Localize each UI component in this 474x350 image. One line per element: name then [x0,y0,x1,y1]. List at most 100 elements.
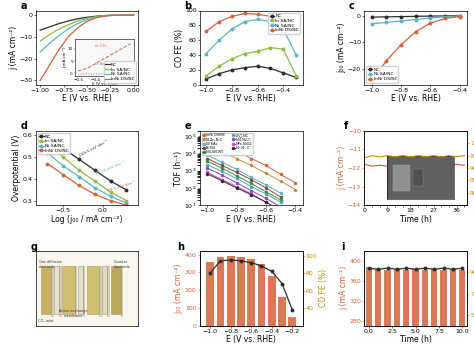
In SA/NC [76,168,82,172]
NC [203,77,209,81]
NC [268,66,273,71]
FancyBboxPatch shape [102,266,108,314]
NC [37,28,43,32]
Text: d: d [20,121,27,131]
Y-axis label: CO FE (%): CO FE (%) [319,269,328,307]
Bar [375,268,382,350]
Ni SA/NC [108,194,113,198]
Y-axis label: j₀₀ (mA cm⁻²): j₀₀ (mA cm⁻²) [174,263,183,314]
NC [65,19,71,23]
NC [442,14,448,18]
FancyBboxPatch shape [74,266,77,317]
Legend: NC, Ni SA/NC, InNi DS/NC: NC, Ni SA/NC, InNi DS/NC [366,66,399,83]
In SA/NC [124,199,129,203]
NPc-NiO2 [204,170,210,174]
Bar [384,270,391,350]
InNi DS/NC [292,181,298,185]
Ni SA/NC [242,20,247,24]
FancyBboxPatch shape [62,266,74,314]
Line: Ni SA/NC: Ni SA/NC [40,15,134,52]
X-axis label: E (V vs. RHE): E (V vs. RHE) [226,335,276,344]
Fe-N4 [248,177,254,182]
Ni4-N/CNT [278,198,283,202]
Y-axis label: j (mA cm⁻²): j (mA cm⁻²) [337,146,346,190]
Y-axis label: Overpotential (V): Overpotential (V) [12,135,21,201]
X-axis label: E (V vs. RHE): E (V vs. RHE) [391,94,440,103]
Ni SA/NC [369,22,374,26]
InNi DS/NC [76,183,82,188]
Ni SA/NC [442,15,448,19]
Ni4-N/CNT [219,166,225,170]
NC [92,168,98,172]
Ni SA/NC [216,38,222,42]
Bar [393,268,400,350]
Ni SA/NC [75,21,81,26]
Bar [268,276,275,326]
Fe-N4 [234,170,239,174]
FancyBboxPatch shape [41,266,51,314]
Line: Niᵊ-Nᵊ-C: Niᵊ-Nᵊ-C [206,173,282,211]
Ni SA/NC [457,14,463,18]
Line: NC: NC [40,15,134,30]
NC [369,15,374,19]
Bar [278,297,286,326]
Ni SA/NC [84,18,90,22]
NC [383,15,389,19]
Ni SA/NC [65,27,71,31]
Line: Ni SA/NC: Ni SA/NC [205,18,297,56]
InNi DS/NC [278,172,283,176]
Line: InNi DS/NC: InNi DS/NC [370,15,461,83]
Bar [440,270,447,350]
In SA/NC [65,23,71,27]
X-axis label: E (V vs. RHE): E (V vs. RHE) [226,215,276,224]
In SA/NC [293,74,299,78]
Line: Ni SA/NC: Ni SA/NC [370,15,461,25]
NPc-NiO2 [248,192,254,196]
Bar [217,257,224,326]
InNi DS/NC [268,14,273,19]
Ni SA/NC [124,201,129,205]
Line: InNi DS/NC: InNi DS/NC [206,137,296,184]
Ni SA/NC [203,51,209,56]
NC [124,188,129,192]
InNi DS/NC [234,149,239,153]
In SA/NC [242,51,247,56]
Ni4-N2-C [263,196,269,200]
Ni SA/NC [293,53,299,57]
Ni4-N/CNT [248,181,254,186]
Text: Counter
electrode: Counter electrode [114,260,130,269]
Fe-N4 [263,186,269,190]
Ni-Zn-N-C [278,179,283,183]
InNi DS/NC [428,21,433,25]
Ni-Zn-N-C [234,156,239,161]
InNi DS/NC [47,63,53,67]
InNi DS/NC [369,80,374,84]
Niᵊ-Nᵊ-C [234,186,239,190]
Ni SA/NC [37,50,43,54]
Ni4-N/CNT [263,190,269,194]
In SA/NC [47,33,53,37]
In SA/NC [103,13,109,18]
In SA/NC [112,13,118,17]
X-axis label: Time (h): Time (h) [400,335,431,344]
Ni-Zn-N-C [219,150,225,154]
Text: h: h [177,242,184,252]
Ni SA/NC [56,34,62,38]
Line: Ni SA/NC: Ni SA/NC [46,152,128,204]
InNi DS/NC [203,29,209,33]
NC [255,64,261,68]
In SA/NC [131,13,137,17]
InNi DS/NC [242,11,247,15]
Fe-N4 [204,156,210,161]
Bar [258,265,265,326]
In SA/NC [75,19,81,23]
Line: Ni4-N2-C: Ni4-N2-C [206,167,282,208]
InNi DS/NC [131,13,137,17]
Znᴯ-NC [234,176,239,181]
In SA/NC [45,142,50,146]
NC [242,65,247,70]
InNi DS/NC [108,199,113,203]
In SA/NC [60,155,66,159]
Text: Gas diffusion
electrode: Gas diffusion electrode [38,260,62,269]
Text: g: g [30,242,37,252]
